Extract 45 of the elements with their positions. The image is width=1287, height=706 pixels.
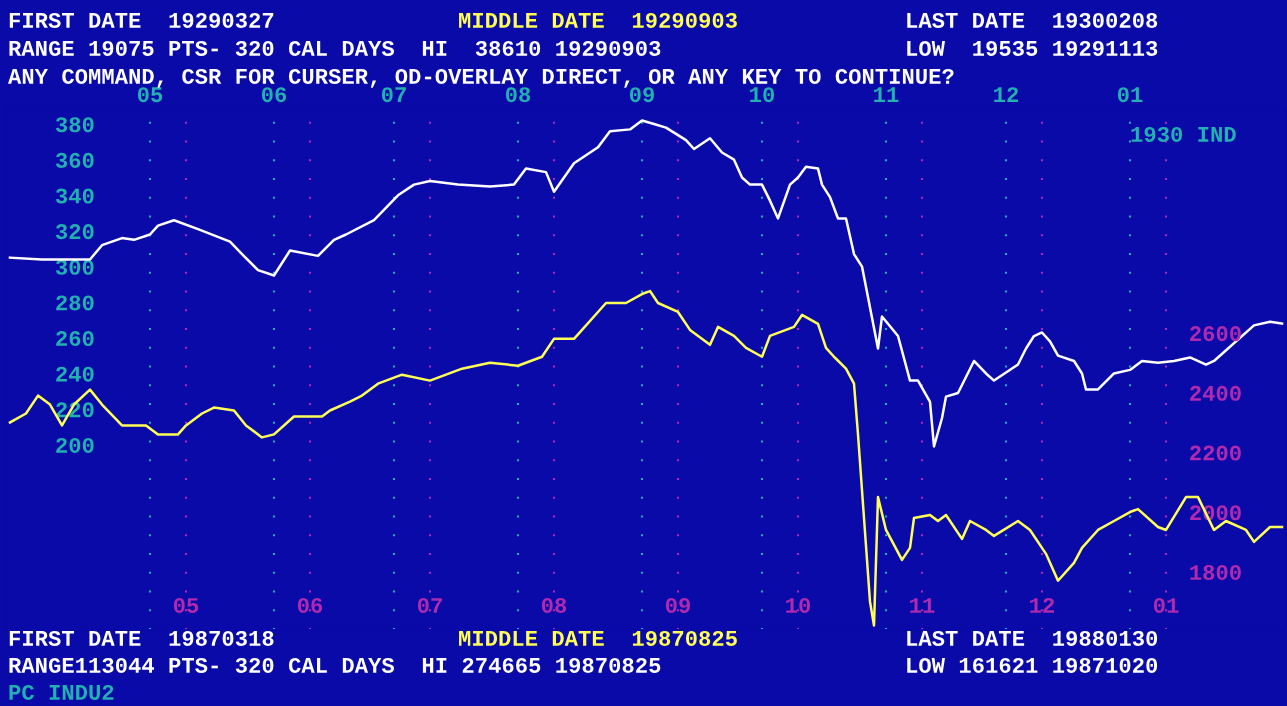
x2-tick-label: 05 bbox=[137, 87, 163, 103]
y-tick-label: 300 bbox=[55, 259, 94, 275]
x-tick-label: 06 bbox=[297, 597, 323, 613]
line-series bbox=[8, 289, 1284, 627]
text: ANY COMMAND, CSR FOR CURSER, OD-OVERLAY DIRECT, OR ANY KEY TO CONTINUE? bbox=[8, 68, 954, 88]
text: FIRST DATE 19870318 bbox=[9, 630, 274, 646]
x-tick-label: 01 bbox=[1153, 597, 1179, 613]
x-tick-label: 11 bbox=[910, 598, 935, 613]
x2-tick-label: 12 bbox=[994, 87, 1019, 102]
text: RANGE 19075 PTS- 320 CAL DAYS HI 38610 19290903 bbox=[9, 40, 661, 56]
y2-tick-label: 1800 bbox=[1190, 564, 1241, 581]
text: LOW 161621 19871020 bbox=[907, 657, 1158, 673]
x2-tick-label: 11 bbox=[874, 87, 899, 102]
x-tick-label: 12 bbox=[1030, 597, 1055, 613]
y2-tick-label: 2200 bbox=[1190, 445, 1241, 461]
x-tick-label: 10 bbox=[786, 597, 811, 613]
x2-tick-label: 06 bbox=[261, 87, 287, 103]
y-tick-label: 260 bbox=[56, 331, 94, 347]
y-tick-label: 380 bbox=[55, 117, 94, 133]
x2-tick-label: 09 bbox=[629, 87, 654, 103]
y-tick-label: 360 bbox=[55, 152, 94, 168]
x-tick-label: 08 bbox=[541, 597, 567, 613]
y-tick-label: 320 bbox=[55, 224, 94, 240]
text: RANGE113044 PTS- 320 CAL DAYS HI 274665 19870825 bbox=[9, 657, 661, 673]
y-tick-label: 280 bbox=[56, 295, 94, 311]
text: LAST DATE 19300208 bbox=[907, 12, 1158, 28]
x2-tick-label: 07 bbox=[381, 87, 406, 103]
text: MIDDLE DATE 19870825 bbox=[459, 630, 737, 646]
annotation: 1930 IND bbox=[1131, 126, 1236, 142]
text: MIDDLE DATE 19290903 bbox=[459, 12, 737, 28]
y2-tick-label: 2400 bbox=[1190, 385, 1241, 401]
text: FIRST DATE 19290327 bbox=[9, 12, 274, 28]
x-tick-label: 05 bbox=[173, 597, 199, 613]
x-tick-label: 09 bbox=[665, 597, 690, 613]
y-tick-label: 200 bbox=[56, 437, 94, 453]
y2-tick-label: 2600 bbox=[1190, 326, 1241, 342]
text: LAST DATE 19880130 bbox=[907, 630, 1158, 646]
x-tick-label: 07 bbox=[417, 597, 442, 613]
text: PC INDU2 bbox=[9, 684, 114, 700]
x2-tick-label: 10 bbox=[750, 87, 775, 103]
y-tick-label: 340 bbox=[55, 188, 94, 204]
x2-tick-label: 01 bbox=[1117, 87, 1143, 103]
x2-tick-label: 08 bbox=[505, 87, 531, 103]
text: LOW 19535 19291113 bbox=[907, 40, 1158, 56]
y-tick-label: 240 bbox=[56, 366, 94, 382]
